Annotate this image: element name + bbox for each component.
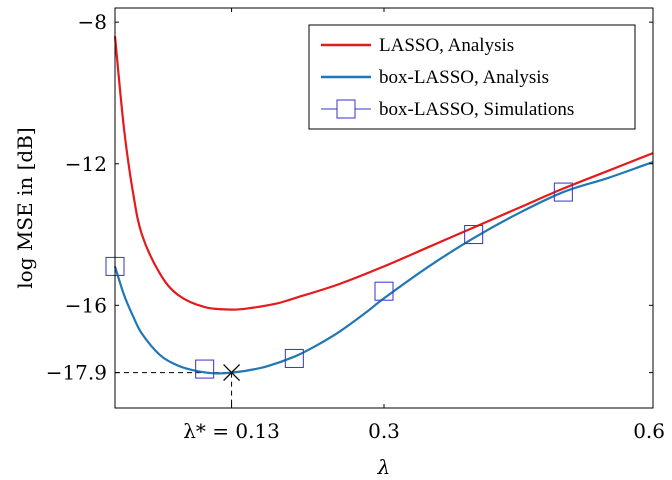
x-tick-label-0: λ* = 0.13	[183, 419, 280, 443]
ticks-layer: −8 −12 −16 −17.9 λ* = 0.13 0.3 0.6	[46, 8, 665, 443]
y-tick-label-1: −12	[65, 152, 107, 176]
sim-point-4	[464, 225, 484, 245]
legend-label-0: LASSO, Analysis	[379, 35, 514, 56]
y-axis-label: log MSE in [dB]	[13, 127, 37, 288]
y-tick-label-3: −17.9	[46, 361, 107, 385]
legend-entry-2: box-LASSO, Simulations	[321, 99, 574, 120]
markers-layer	[105, 182, 573, 382]
legend-label-1: box-LASSO, Analysis	[379, 67, 549, 88]
series-line-1	[113, 160, 654, 375]
series-line-0	[113, 36, 654, 311]
y-tick-label-2: −16	[65, 293, 107, 317]
legend-marker-2	[336, 99, 356, 119]
sim-point-2	[284, 348, 304, 368]
series-layer	[113, 36, 654, 375]
x-axis-label: λ	[377, 455, 391, 479]
x-tick-label-1: 0.3	[368, 419, 400, 443]
sim-point-1	[195, 359, 215, 379]
guide-lines	[115, 372, 233, 408]
legend-entry-0: LASSO, Analysis	[321, 35, 514, 56]
sim-point-5	[553, 182, 573, 202]
legend-entries: LASSO, Analysis box-LASSO, Analysis box-LA…	[321, 35, 574, 120]
legend: LASSO, Analysis box-LASSO, Analysis box-LA…	[308, 24, 636, 130]
legend-label-2: box-LASSO, Simulations	[379, 99, 574, 120]
optimum-marker	[223, 364, 241, 382]
legend-entry-1: box-LASSO, Analysis	[321, 67, 549, 88]
y-tick-label-0: −8	[78, 10, 107, 34]
x-tick-label-2: 0.6	[633, 419, 665, 443]
sim-point-3	[374, 281, 394, 301]
